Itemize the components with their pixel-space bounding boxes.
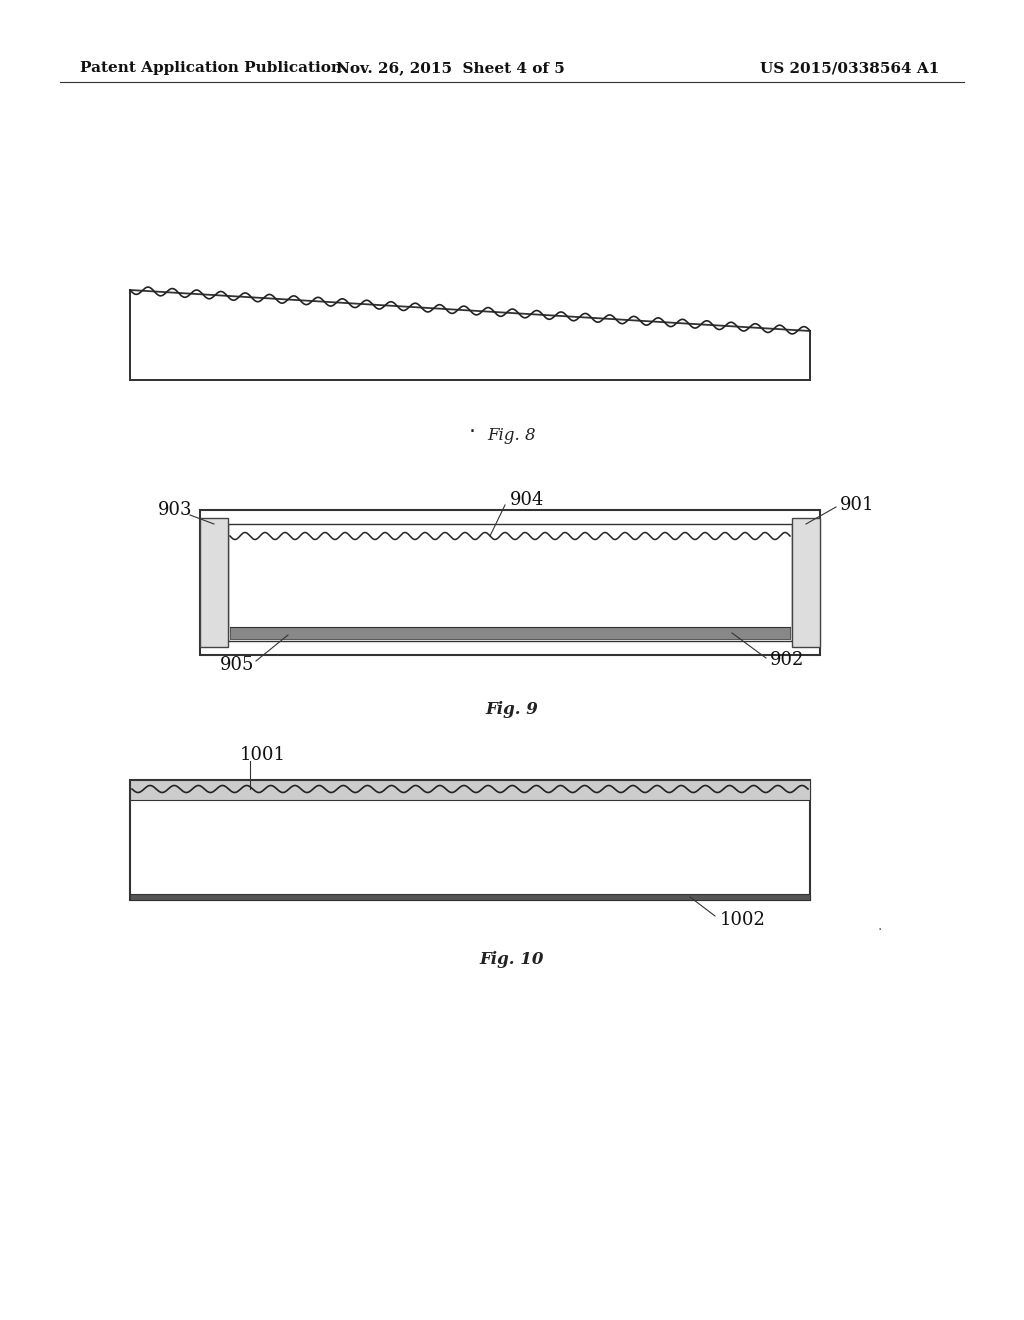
Text: ·: · xyxy=(469,422,475,442)
Bar xyxy=(792,517,820,647)
Text: Patent Application Publication: Patent Application Publication xyxy=(80,61,342,75)
Text: 901: 901 xyxy=(840,496,874,513)
Bar xyxy=(230,627,790,639)
Text: 902: 902 xyxy=(770,651,805,669)
Text: Nov. 26, 2015  Sheet 4 of 5: Nov. 26, 2015 Sheet 4 of 5 xyxy=(336,61,564,75)
Text: 904: 904 xyxy=(510,491,545,510)
Text: Fig. 10: Fig. 10 xyxy=(480,952,544,969)
Bar xyxy=(130,894,810,900)
Text: Fig. 9: Fig. 9 xyxy=(485,701,539,718)
Bar xyxy=(200,510,820,655)
Text: 1001: 1001 xyxy=(240,746,286,764)
Bar xyxy=(130,780,810,800)
Text: ·: · xyxy=(878,923,883,937)
Text: Fig. 8: Fig. 8 xyxy=(487,426,537,444)
Bar xyxy=(130,780,810,900)
Bar xyxy=(200,517,228,647)
Text: 1002: 1002 xyxy=(720,911,766,929)
Polygon shape xyxy=(130,290,810,380)
Bar xyxy=(228,524,792,642)
Text: 903: 903 xyxy=(158,502,193,519)
Text: 905: 905 xyxy=(220,656,254,675)
Text: US 2015/0338564 A1: US 2015/0338564 A1 xyxy=(760,61,940,75)
